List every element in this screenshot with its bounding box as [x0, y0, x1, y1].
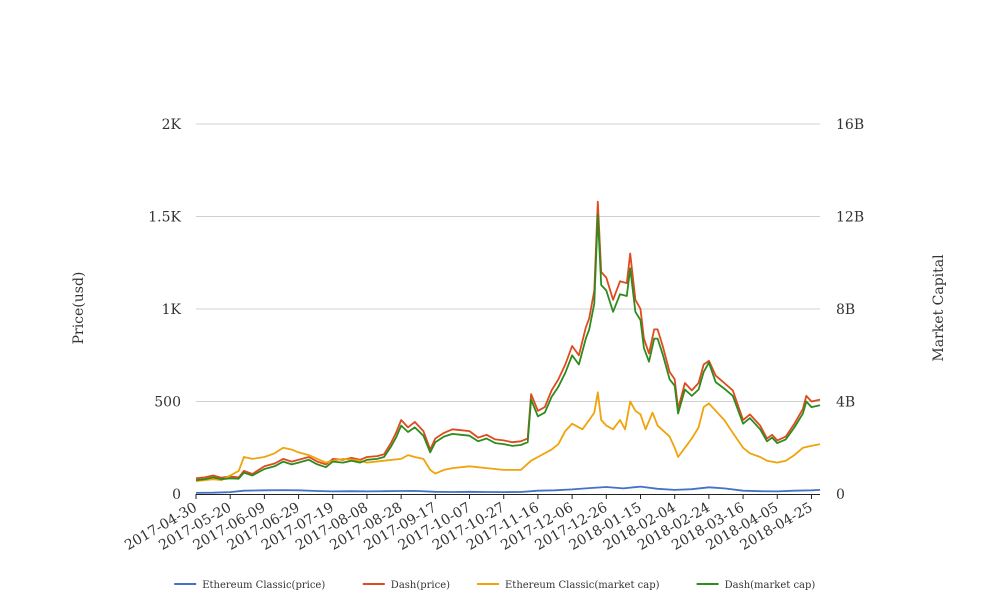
series-line	[195, 200, 821, 480]
series-lines	[195, 200, 821, 494]
series-line	[195, 485, 821, 494]
right-tick-label: 12B	[836, 210, 864, 226]
right-tick-label: 8B	[836, 302, 855, 318]
x-axis-ticks: 2017-04-302017-05-202017-06-092017-06-29…	[122, 494, 815, 554]
left-axis-ticks: 0 500 1K 1.5K 2K	[148, 117, 181, 503]
legend-label: Ethereum Classic(market cap)	[505, 580, 660, 591]
right-tick-label: 0	[836, 487, 845, 503]
right-tick-label: 4B	[836, 395, 855, 411]
legend-label: Dash(market cap)	[725, 580, 816, 591]
series-line	[195, 213, 821, 481]
right-axis-ticks: 0 4B 8B 12B 16B	[836, 117, 864, 503]
legend-label: Ethereum Classic(price)	[202, 580, 325, 591]
right-tick-label: 16B	[836, 117, 864, 133]
gridlines	[196, 123, 820, 402]
left-tick-label: 2K	[162, 117, 182, 133]
left-tick-label: 1K	[162, 302, 182, 318]
y-axis-title-right: Market Capital	[931, 254, 947, 362]
legend: Ethereum Classic(price) Dash(price) Ethere…	[174, 580, 815, 591]
left-tick-label: 1.5K	[148, 210, 181, 226]
y-axis-title-left: Price(usd)	[71, 272, 87, 345]
left-tick-label: 0	[172, 487, 181, 503]
legend-label: Dash(price)	[391, 580, 450, 591]
series-line	[195, 391, 821, 482]
left-tick-label: 500	[154, 395, 181, 411]
